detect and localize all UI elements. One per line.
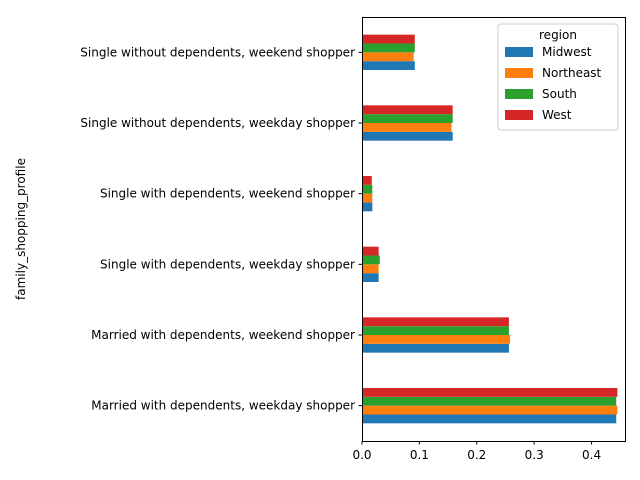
y-tick-label: Single without dependents, weekday shopp… — [80, 116, 355, 130]
bar-west-1 — [362, 317, 509, 327]
bar-northeast-5 — [362, 52, 414, 62]
legend-swatch-south — [505, 89, 533, 99]
legend-title: region — [539, 28, 577, 42]
x-tick-label: 0.3 — [525, 448, 544, 462]
bar-midwest-1 — [362, 343, 509, 353]
y-tick-label: Married with dependents, weekend shopper — [91, 328, 355, 342]
bar-northeast-2 — [362, 264, 379, 274]
bar-west-0 — [362, 388, 618, 397]
bar-midwest-3 — [362, 202, 373, 212]
bar-west-5 — [362, 34, 415, 44]
legend-label-west: West — [542, 108, 572, 122]
legend-label-midwest: Midwest — [542, 45, 592, 59]
bar-south-2 — [362, 255, 380, 265]
x-tick-label: 0.2 — [467, 448, 486, 462]
bar-midwest-5 — [362, 61, 415, 70]
bar-midwest-0 — [362, 414, 617, 424]
bar-south-5 — [362, 43, 415, 53]
legend-label-northeast: Northeast — [542, 66, 602, 80]
x-tick-label: 0.0 — [352, 448, 371, 462]
bar-south-0 — [362, 396, 617, 406]
legend: region Midwest Northeast South West — [497, 23, 619, 131]
legend-swatch-west — [505, 110, 533, 120]
bar-northeast-1 — [362, 335, 511, 344]
bar-midwest-2 — [362, 273, 379, 282]
y-axis-label: family_shopping_profile — [14, 158, 28, 300]
axes-group — [362, 17, 626, 442]
y-ticks-group: Married with dependents, weekday shopper… — [80, 45, 362, 413]
legend-items: Midwest Northeast South West — [505, 45, 602, 122]
x-tick-label: 0.1 — [410, 448, 429, 462]
bar-northeast-4 — [362, 123, 452, 132]
bar-west-2 — [362, 246, 379, 256]
y-tick-label: Married with dependents, weekday shopper — [91, 399, 355, 413]
bar-south-4 — [362, 114, 453, 123]
legend-swatch-northeast — [505, 68, 533, 78]
bar-south-3 — [362, 184, 373, 194]
bar-midwest-4 — [362, 131, 453, 141]
y-tick-label: Single with dependents, weekend shopper — [100, 187, 355, 201]
bar-west-4 — [362, 105, 453, 115]
x-ticks-group: 0.0 0.1 0.2 0.3 0.4 — [352, 441, 601, 462]
bar-west-3 — [362, 176, 372, 185]
x-tick-label: 0.4 — [582, 448, 601, 462]
y-tick-label: Single with dependents, weekday shopper — [100, 257, 355, 271]
y-tick-label: Single without dependents, weekend shopp… — [80, 45, 355, 59]
bars-group — [362, 34, 618, 424]
bar-northeast-3 — [362, 193, 373, 203]
legend-label-south: South — [542, 87, 577, 101]
legend-swatch-midwest — [505, 47, 533, 57]
bar-northeast-0 — [362, 405, 618, 415]
bar-south-1 — [362, 326, 509, 335]
